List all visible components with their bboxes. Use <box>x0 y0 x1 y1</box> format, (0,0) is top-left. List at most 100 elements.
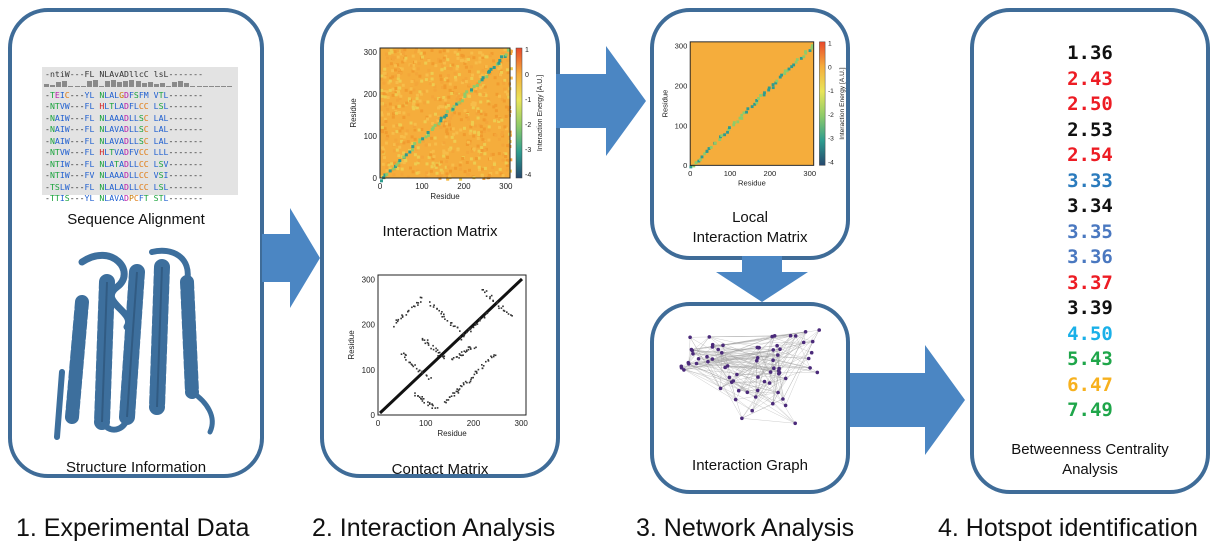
heatmap-cell <box>409 166 412 170</box>
heatmap-cell <box>460 53 464 57</box>
contact-point <box>426 339 429 341</box>
heatmap-cell <box>468 139 472 143</box>
heatmap-cell <box>439 126 443 129</box>
diagonal-cell <box>480 78 484 82</box>
heatmap-cell <box>402 111 406 115</box>
graph-node <box>716 347 720 352</box>
contact-point <box>421 400 424 402</box>
heatmap-cell <box>386 56 389 60</box>
heatmap-cell <box>470 77 474 80</box>
heatmap-cell <box>451 149 455 153</box>
heatmap-cell <box>478 56 482 60</box>
contact-point <box>426 341 429 344</box>
diagonal-cell <box>738 116 742 120</box>
diagonal-cell <box>397 161 401 165</box>
heatmap-cell <box>481 138 485 142</box>
alignment-row: -NAIW---FL NLAVADLLSC LAL------- <box>45 135 203 146</box>
heatmap-cell <box>476 91 480 95</box>
heatmap-cell <box>479 125 483 129</box>
heatmap-cell <box>470 103 474 106</box>
conservation-bar <box>117 82 123 87</box>
graph-node <box>688 335 692 340</box>
heatmap-cell <box>501 52 505 56</box>
heatmap-cell <box>494 103 498 107</box>
diagonal-cell <box>418 138 422 142</box>
graph-node <box>772 366 776 370</box>
contact-point <box>438 309 440 312</box>
graph-edge <box>757 390 796 424</box>
heatmap-cell <box>509 67 513 71</box>
contact-point <box>481 364 483 366</box>
heatmap-cell <box>414 162 418 166</box>
contact-point <box>414 394 416 397</box>
local-label-line2: Interaction Matrix <box>692 229 808 246</box>
contact-point <box>487 359 489 361</box>
heatmap-cell <box>480 73 484 77</box>
diagonal-cell <box>727 128 731 131</box>
heatmap-cell <box>413 137 417 141</box>
heatmap-cell <box>429 169 433 173</box>
contact-point <box>411 364 414 366</box>
heatmap-cell <box>507 82 511 86</box>
heatmap-cell <box>498 94 501 98</box>
heatmap-cell <box>417 171 421 174</box>
heatmap-cell <box>441 86 445 89</box>
heatmap-cell <box>445 172 449 176</box>
heatmap-cell <box>472 56 476 60</box>
heatmap-cell <box>420 109 424 113</box>
y-axis-label: Residue <box>660 90 669 118</box>
heatmap-cell <box>451 63 455 67</box>
heatmap-cell <box>478 60 482 64</box>
heatmap-cell <box>438 98 442 102</box>
contact-point <box>469 346 471 348</box>
heatmap-cell <box>413 153 417 157</box>
heatmap-cell <box>449 127 453 131</box>
heatmap-cell <box>504 90 508 94</box>
contact-point <box>442 355 444 358</box>
graph-edge <box>777 331 806 346</box>
diagonal-cell <box>745 110 748 114</box>
graph-edge <box>731 382 770 384</box>
diagonal-cell <box>750 105 754 109</box>
heatmap-cell <box>404 140 408 144</box>
contact-point <box>441 355 443 358</box>
graph-node <box>723 365 727 370</box>
diagonal-cell <box>437 122 441 126</box>
conservation-bar <box>178 81 184 87</box>
contact-point <box>469 347 472 349</box>
graph-edge <box>757 357 818 373</box>
diagonal-cell <box>732 121 736 125</box>
heatmap-cell <box>454 78 458 82</box>
heatmap-cell <box>450 113 454 117</box>
heatmap-cell <box>457 73 461 77</box>
heatmap-cell <box>449 67 453 71</box>
graph-node <box>808 366 812 370</box>
heatmap-background <box>690 41 814 166</box>
heatmap-cell <box>398 129 402 133</box>
diagonal-cell <box>395 163 399 167</box>
graph-edge <box>707 349 774 362</box>
heatmap-cell <box>401 104 405 108</box>
heatmap-cell <box>402 135 406 139</box>
heatmap-cell <box>476 116 480 120</box>
contact-point <box>502 309 505 312</box>
graph-edge <box>696 363 770 384</box>
graph-node <box>767 381 772 385</box>
step-2-title: 2. Interaction Analysis <box>312 514 556 542</box>
heatmap-cell <box>446 177 450 181</box>
heatmap-cell <box>456 148 460 152</box>
graph-edge <box>738 376 759 391</box>
conservation-bar <box>123 81 129 87</box>
contact-point <box>454 325 456 327</box>
heatmap-cell <box>391 93 395 97</box>
heatmap-cell <box>404 88 408 92</box>
heatmap-cell <box>499 73 503 77</box>
contact-point <box>455 390 458 393</box>
diagonal-cell <box>478 80 482 84</box>
colorbar-tick-label: -2 <box>828 112 834 119</box>
contact-point <box>461 385 463 388</box>
heatmap-cell <box>416 67 420 71</box>
contact-point <box>463 350 466 352</box>
diagonal-cell <box>795 58 799 62</box>
contact-point <box>423 402 425 404</box>
